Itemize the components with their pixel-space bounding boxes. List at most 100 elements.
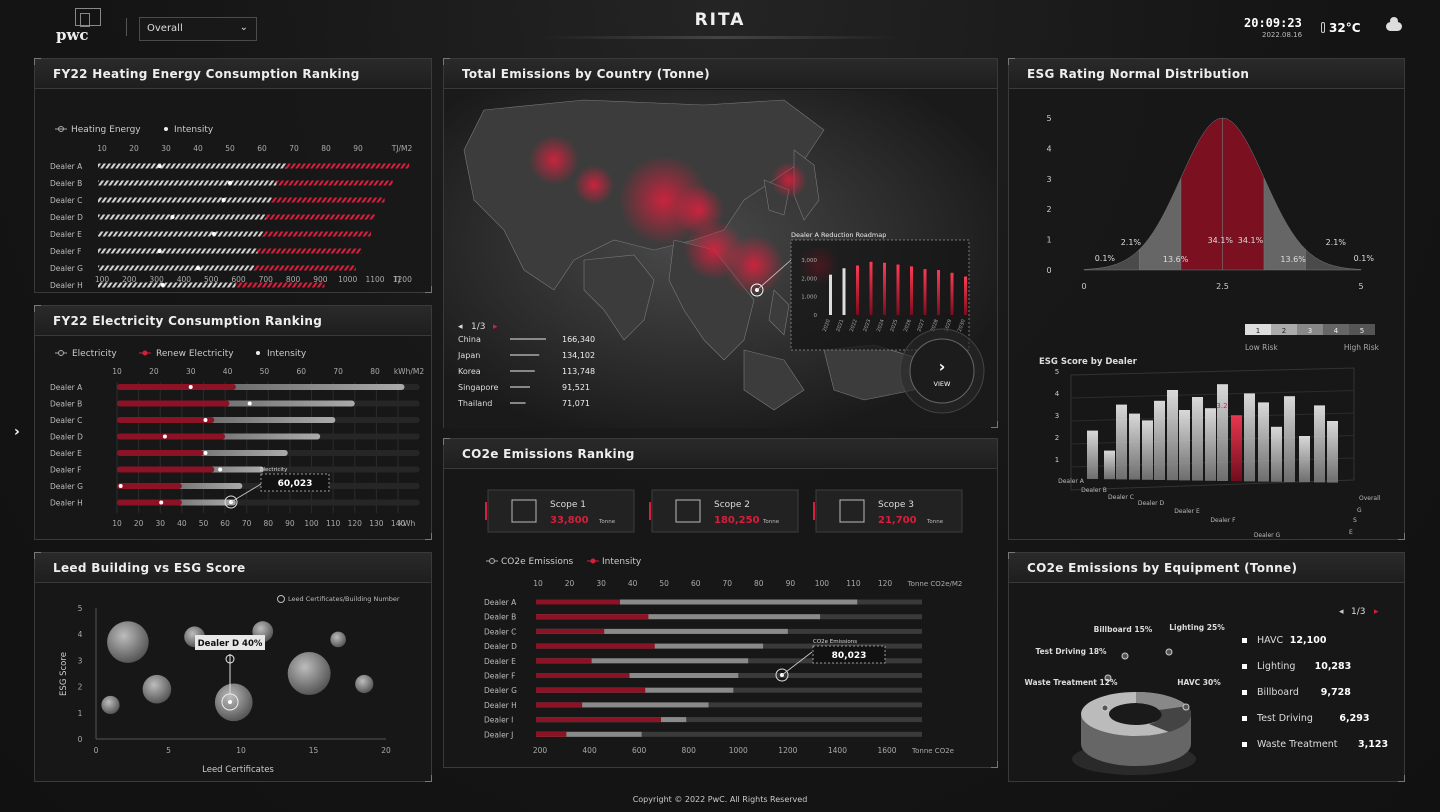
row-label: Dealer D [50,213,83,222]
scope-card-accent [649,502,651,520]
popup-year: 2024 [876,319,886,333]
equipment-value: 3,123 [1358,739,1388,750]
bottom-tick: 40 [177,519,187,528]
esg-panel-title: ESG Rating Normal Distribution [1027,67,1250,81]
legend-emissions: CO2e Emissions [501,557,574,567]
header: pwc Overall ⌄ RITA 20:09:23 2022.08.16 3… [0,0,1440,48]
co2-panel-title: CO2e Emissions Ranking [462,447,635,461]
building-icon [675,499,701,523]
heating-bar-energy [286,163,410,169]
equipment-bullet [1242,664,1247,669]
top-tick: 40 [193,144,203,153]
risk-scale-label: 3 [1308,327,1312,335]
top-tick: 20 [129,144,139,153]
bottom-tick: 300 [149,275,164,284]
renew-electricity-bar [117,417,215,423]
equipment-bullet [1242,690,1247,695]
row-label: Dealer E [484,657,516,666]
logo-text: pwc [56,26,89,44]
top-tick: 90 [353,144,363,153]
electricity-panel-title: FY22 Electricity Consumption Ranking [53,314,323,328]
top-unit: kWh/M2 [394,367,425,376]
distribution-label: 2.1% [1121,238,1142,247]
top-tick: 60 [691,579,701,588]
risk-scale-cell [1349,324,1375,335]
popup-bar [842,268,846,315]
row-label: Dealer B [484,613,516,622]
distribution-label: 2.1% [1326,238,1347,247]
renew-electricity-bar [117,499,182,506]
x-tick: 5 [1358,282,1363,291]
x-tick: 0 [1081,282,1086,291]
esg-chart: 0 1 2 3 4 5 0 2.5 5 0.1% 2.1% 13.6% 34.1% 34.1% 13.6% 2… [1039,114,1381,539]
side-label: Overall [1359,495,1381,502]
scope-value: 180,250 [714,515,760,526]
esg-bar [1299,436,1310,483]
heating-bar-base [98,163,287,169]
header-separator [126,18,127,36]
logo-mark-icon [75,8,101,27]
pager-next-icon: ▸ [493,322,498,332]
intensity-point [218,467,223,472]
risk-scale-label: 4 [1334,327,1339,335]
filter-dropdown[interactable]: Overall ⌄ [139,17,257,41]
leed-panel-header: Leed Building vs ESG Score [35,553,431,583]
risk-scale-cell [1245,324,1271,335]
scope-value: 33,800 [550,515,589,526]
row-label: Dealer D [50,433,83,442]
heating-bar-base [98,197,272,203]
emissions-bar [536,658,749,664]
bottom-tick: 800 [682,746,697,755]
heating-bar-energy [276,180,393,186]
bottom-tick: 400 [177,275,192,284]
row-label: Dealer C [484,627,516,636]
bottom-tick: 140 [391,519,406,528]
popup-bar [950,272,954,315]
top-tick: 100 [815,579,830,588]
popup-bar [910,266,913,315]
renew-electricity-bar [117,483,182,489]
bubble [355,674,374,694]
heating-bar-energy [271,197,385,203]
esg-bar [1284,396,1295,482]
row-label: Dealer F [50,247,81,256]
intensity-bar [536,628,605,634]
bell-segment [1083,248,1140,271]
esg-bar [1258,402,1269,482]
intensity-point [203,418,208,422]
target-marker [750,283,764,297]
heating-bar-energy [235,282,325,288]
x-tick: 10 [236,746,246,755]
tooltip-marker-dot [228,700,232,704]
bottom-tick: 1200 [778,746,797,755]
pie-label-dot [1104,674,1112,682]
pager-text: 1/3 [471,322,485,332]
emissions-bar [536,702,709,708]
heating-bar-base [98,180,277,186]
tooltip-text: Dealer D 40% [198,639,263,649]
y-tick: 2 [1046,205,1051,214]
intensity-point [247,401,252,406]
thermometer-icon [1321,22,1325,33]
scope-card-accent [485,502,487,520]
bubble [142,674,172,704]
row-label: Dealer H [484,701,517,710]
app-title: RITA [694,10,746,30]
bottom-tick: 700 [259,275,274,284]
intensity-bar [536,687,646,693]
y-tick: 1 [78,709,83,718]
filter-dropdown-value: Overall [147,23,183,34]
scope-unit: Tonne [926,519,944,525]
bottom-tick: 60 [220,519,230,528]
emission-hotspot [529,135,579,185]
side-panel-toggle-icon[interactable]: › [14,424,20,440]
legend-intensity-icon [164,127,168,131]
intensity-bar [536,614,649,620]
scope-label: Scope 3 [878,500,914,510]
popup-year: 2023 [862,319,872,333]
legend-intensity: Intensity [602,557,642,567]
emission-hotspot [574,165,614,205]
row-label: Dealer C [50,196,82,205]
row-label: Dealer A [50,383,83,392]
bottom-tick: 1200 [393,275,412,284]
